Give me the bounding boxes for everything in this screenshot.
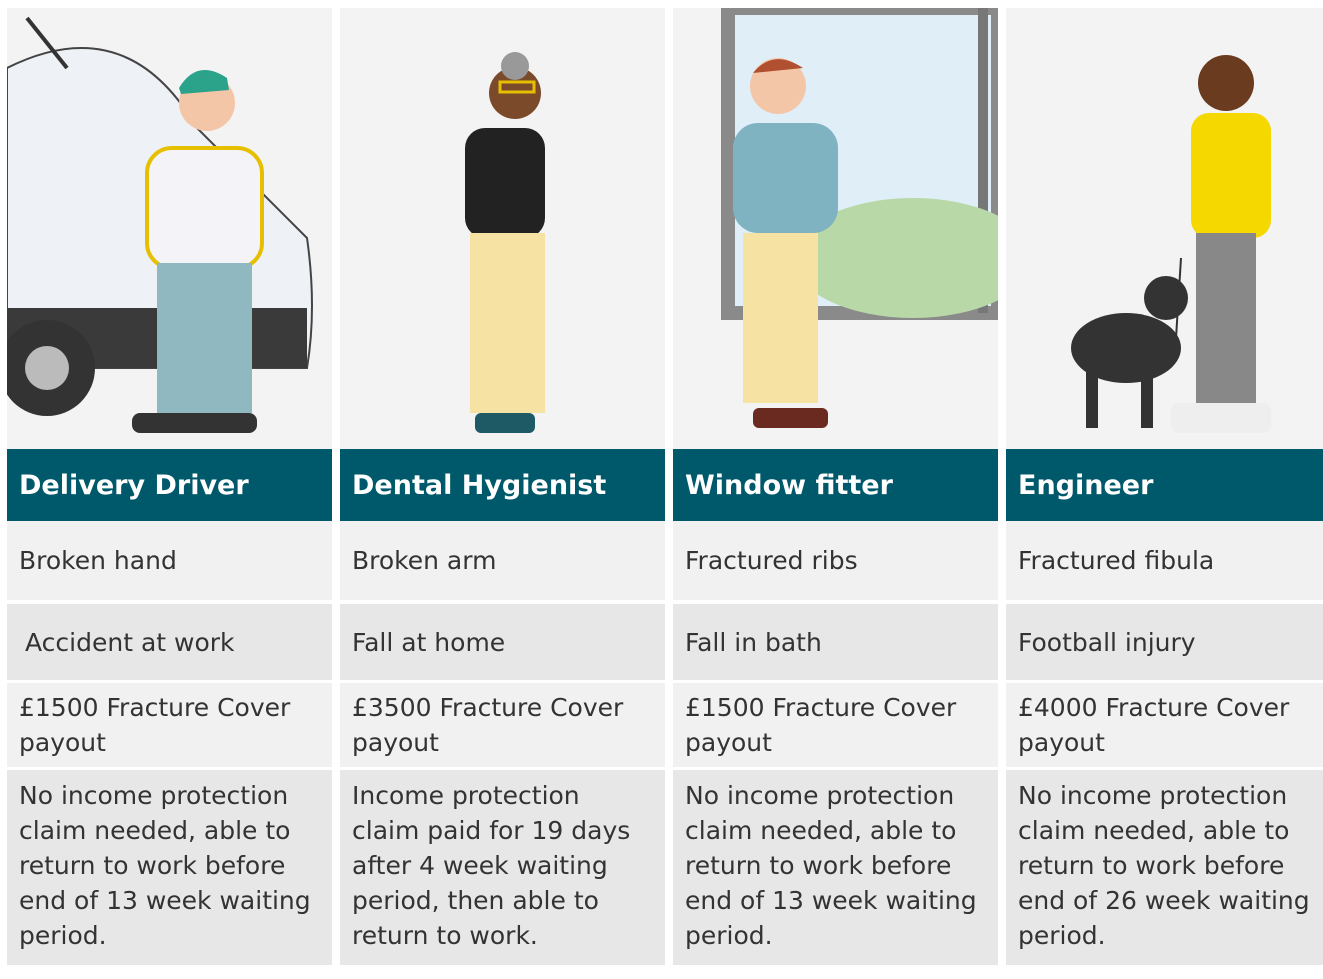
engineer-illustration (1071, 55, 1271, 433)
injury: Fractured fibula (1006, 521, 1323, 604)
column-title: Window fitter (673, 449, 998, 521)
payout: £1500 Fracture Cover payout (7, 683, 332, 770)
illustration (1006, 8, 1323, 449)
injury: Broken hand (7, 521, 332, 604)
cause: Football injury (1006, 604, 1323, 683)
driver-illustration (7, 16, 313, 433)
illustration (340, 8, 665, 449)
column-title: Delivery Driver (7, 449, 332, 521)
payout: £4000 Fracture Cover payout (1006, 683, 1323, 770)
cause: Fall at home (340, 604, 665, 683)
claim: No income protection claim needed, able … (7, 770, 332, 965)
cause: Fall in bath (673, 604, 998, 683)
cause: Accident at work (25, 627, 235, 657)
claim: Income protection claim paid for 19 days… (340, 770, 665, 965)
hygienist-illustration (465, 52, 545, 433)
column-title: Dental Hygienist (340, 449, 665, 521)
illustration (7, 8, 332, 449)
cause-cell: Accident at work (7, 604, 332, 683)
comparison-table: Delivery Driver Dental Hygienist Window … (7, 8, 1323, 965)
claim: No income protection claim needed, able … (673, 770, 998, 965)
column-title: Engineer (1006, 449, 1323, 521)
fitter-illustration (721, 8, 998, 428)
payout: £1500 Fracture Cover payout (673, 683, 998, 770)
illustration (673, 8, 998, 449)
injury: Fractured ribs (673, 521, 998, 604)
claim: No income protection claim needed, able … (1006, 770, 1323, 965)
injury: Broken arm (340, 521, 665, 604)
payout: £3500 Fracture Cover payout (340, 683, 665, 770)
